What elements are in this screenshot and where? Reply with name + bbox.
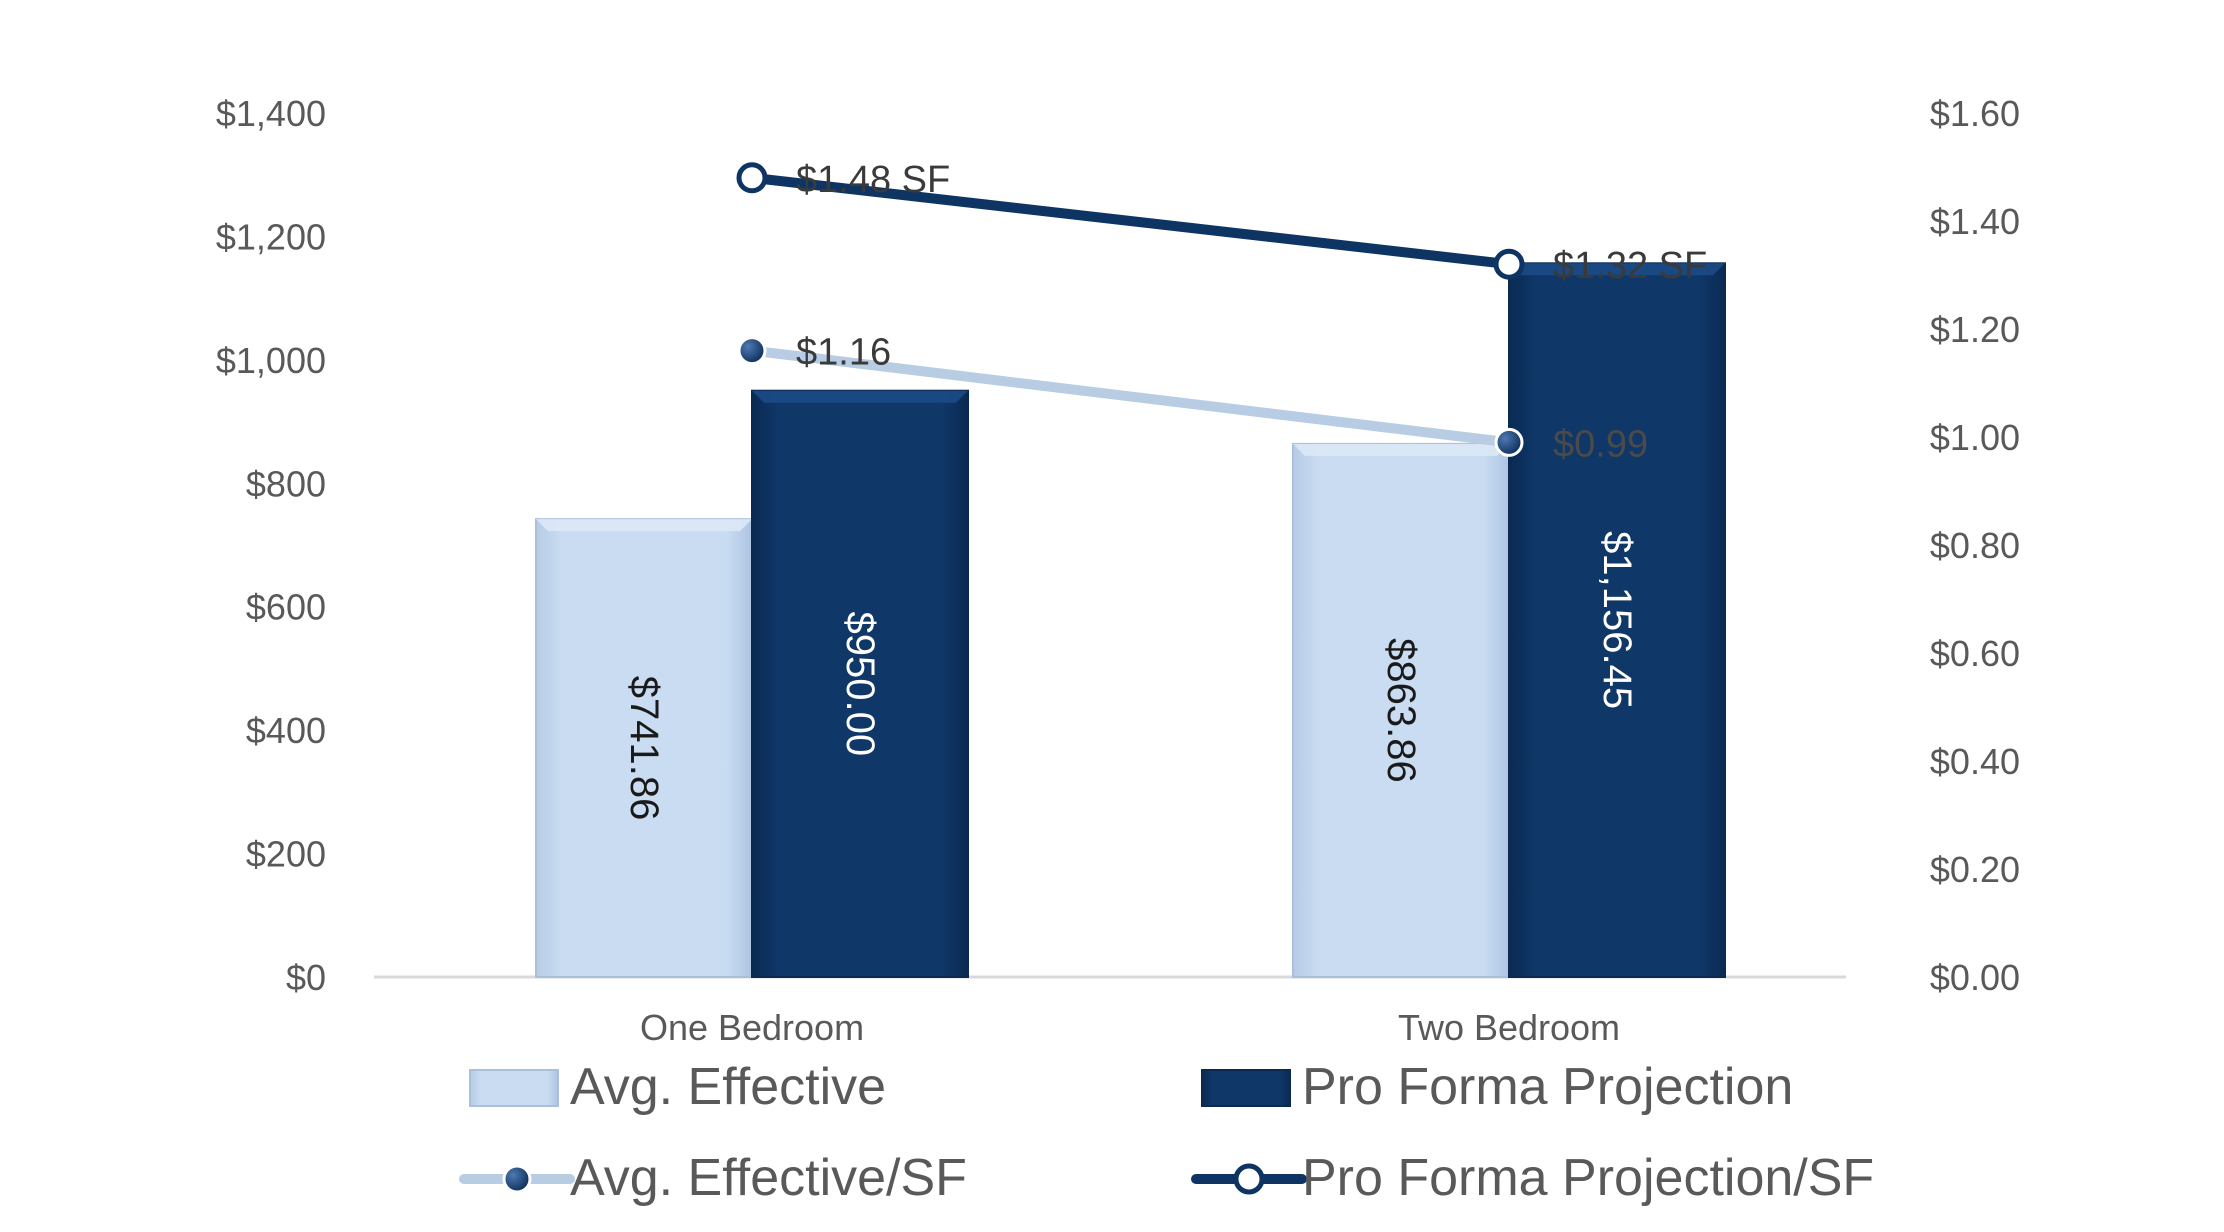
right-axis-tick-label: $1.20	[1930, 309, 2020, 350]
left-axis-tick-label: $400	[246, 710, 326, 751]
legend-swatch	[1201, 1069, 1291, 1107]
line-marker	[736, 162, 768, 194]
legend-item: Avg. Effective/SF	[459, 1149, 967, 1207]
legend-item: Avg. Effective	[469, 1058, 886, 1116]
legend-label: Avg. Effective	[570, 1058, 886, 1116]
left-axis-tick-label: $800	[246, 463, 326, 504]
bar-data-label: $950.00	[838, 612, 882, 757]
bar-bevel	[1293, 443, 1509, 456]
right-axis-tick-label: $0.80	[1930, 525, 2020, 566]
x-axis-category-label: Two Bedroom	[1398, 1007, 1620, 1048]
bar-data-label: $1,156.45	[1595, 531, 1639, 709]
series-line	[747, 172, 1514, 270]
legend-swatch-marker	[1233, 1163, 1265, 1195]
legend-item: Pro Forma Projection	[1201, 1058, 1793, 1116]
legend-swatch-marker	[502, 1164, 532, 1194]
legend-label: Pro Forma Projection/SF	[1302, 1149, 1874, 1207]
legend-swatch	[469, 1069, 559, 1107]
bar	[1508, 262, 1726, 979]
right-axis-tick-label: $1.00	[1930, 417, 2020, 458]
legend-label: Pro Forma Projection	[1302, 1058, 1793, 1116]
right-axis-tick-label: $0.40	[1930, 741, 2020, 782]
series-line	[747, 345, 1514, 448]
right-axis-tick-label: $1.40	[1930, 201, 2020, 242]
bar-data-label: $863.86	[1379, 638, 1423, 783]
x-axis-category-label: One Bedroom	[640, 1007, 864, 1048]
line-data-label: $1.48 SF	[796, 159, 950, 201]
line-marker	[737, 336, 767, 366]
legend-item: Pro Forma Projection/SF	[1191, 1149, 1874, 1207]
left-axis-tick-label: $1,400	[216, 93, 326, 134]
bar	[535, 518, 753, 978]
line-marker	[1493, 248, 1525, 280]
line-marker	[1494, 427, 1524, 457]
right-axis-tick-label: $0.00	[1930, 957, 2020, 998]
line-data-label: $1.32 SF	[1553, 245, 1707, 287]
line-data-label: $1.16	[796, 332, 891, 374]
left-axis-tick-label: $0	[286, 957, 326, 998]
bar-bevel	[1509, 263, 1725, 276]
right-axis-tick-label: $1.60	[1930, 93, 2020, 134]
bar-bevel	[536, 519, 752, 532]
line-data-label: $0.99	[1553, 423, 1648, 465]
bar	[751, 389, 969, 978]
bar-data-label: $741.86	[622, 676, 666, 821]
left-axis-tick-label: $1,000	[216, 340, 326, 381]
left-axis-tick-label: $200	[246, 834, 326, 875]
legend-label: Avg. Effective/SF	[570, 1149, 967, 1207]
left-axis-tick-label: $600	[246, 587, 326, 628]
right-axis-tick-label: $0.20	[1930, 849, 2020, 890]
left-axis-tick-label: $1,200	[216, 216, 326, 257]
bar-bevel	[752, 390, 968, 403]
bar	[1292, 442, 1510, 978]
right-axis-tick-label: $0.60	[1930, 633, 2020, 674]
